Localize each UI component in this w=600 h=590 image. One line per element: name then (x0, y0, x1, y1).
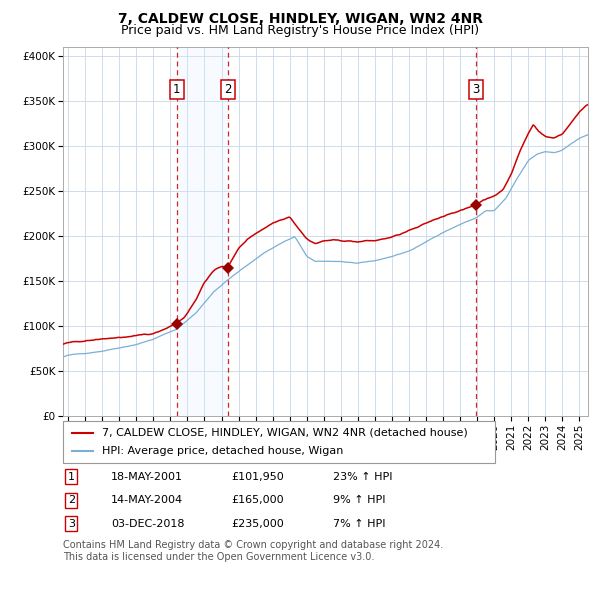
Text: 7, CALDEW CLOSE, HINDLEY, WIGAN, WN2 4NR: 7, CALDEW CLOSE, HINDLEY, WIGAN, WN2 4NR (118, 12, 482, 26)
Text: 7% ↑ HPI: 7% ↑ HPI (333, 519, 386, 529)
Text: 7, CALDEW CLOSE, HINDLEY, WIGAN, WN2 4NR (detached house): 7, CALDEW CLOSE, HINDLEY, WIGAN, WN2 4NR… (102, 428, 467, 438)
Text: 03-DEC-2018: 03-DEC-2018 (111, 519, 185, 529)
Text: 2: 2 (68, 496, 75, 505)
Text: 23% ↑ HPI: 23% ↑ HPI (333, 472, 392, 481)
Text: £101,950: £101,950 (231, 472, 284, 481)
Text: This data is licensed under the Open Government Licence v3.0.: This data is licensed under the Open Gov… (63, 552, 374, 562)
Text: Contains HM Land Registry data © Crown copyright and database right 2024.: Contains HM Land Registry data © Crown c… (63, 540, 443, 550)
Text: Price paid vs. HM Land Registry's House Price Index (HPI): Price paid vs. HM Land Registry's House … (121, 24, 479, 37)
FancyBboxPatch shape (63, 421, 495, 463)
Text: HPI: Average price, detached house, Wigan: HPI: Average price, detached house, Wiga… (102, 446, 343, 456)
Text: 14-MAY-2004: 14-MAY-2004 (111, 496, 183, 505)
Text: 9% ↑ HPI: 9% ↑ HPI (333, 496, 386, 505)
Text: £235,000: £235,000 (231, 519, 284, 529)
Text: 2: 2 (224, 83, 232, 96)
Text: 18-MAY-2001: 18-MAY-2001 (111, 472, 183, 481)
Text: 3: 3 (68, 519, 75, 529)
Text: 3: 3 (472, 83, 479, 96)
Bar (177, 47, 228, 416)
Text: 1: 1 (68, 472, 75, 481)
Text: £165,000: £165,000 (231, 496, 284, 505)
Text: 1: 1 (173, 83, 181, 96)
